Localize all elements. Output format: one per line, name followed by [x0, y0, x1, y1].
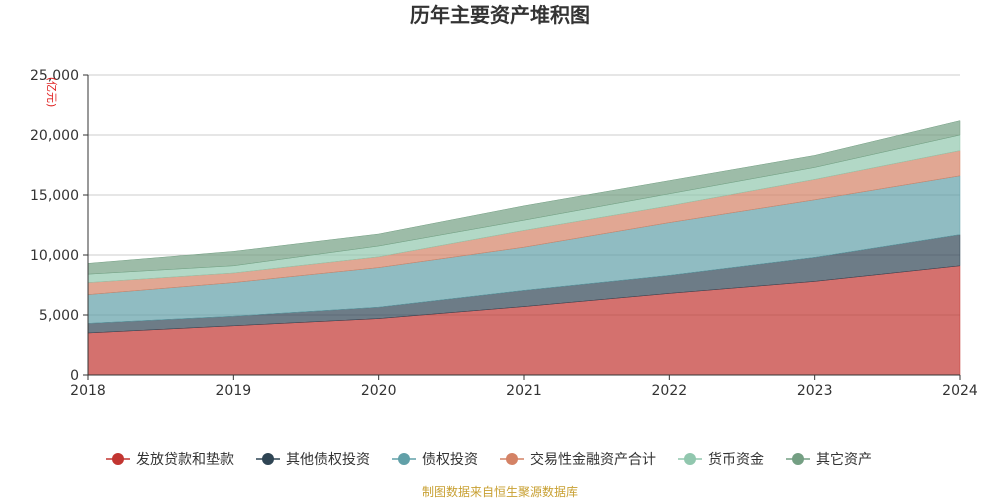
legend-marker-5 — [684, 453, 696, 465]
x-tick-label-1: 2019 — [216, 383, 252, 399]
x-tick-label-5: 2023 — [797, 383, 833, 399]
y-tick-label-3: 15,000 — [30, 188, 79, 204]
legend-marker-4 — [506, 453, 518, 465]
legend-label-2: 其他债权投资 — [286, 452, 370, 468]
legend-label-5: 货币资金 — [708, 451, 764, 468]
chart-title: 历年主要资产堆积图 — [410, 3, 590, 27]
y-tick-label-5: 25,000 — [30, 68, 79, 84]
source-footer: 制图数据来自恒生聚源数据库 — [422, 484, 578, 499]
x-tick-label-2: 2020 — [361, 383, 397, 399]
axes: 0 5,000 10,000 15,000 20,000 25,000 2018 2019 20… — [30, 68, 978, 399]
x-tick-label-0: 2018 — [70, 383, 106, 399]
legend-item-1[interactable]: 发放贷款和垫款 — [106, 452, 234, 468]
unit-label-group: (亿元) — [45, 77, 58, 108]
legend-label-4: 交易性金融资产合计 — [530, 451, 656, 468]
y-tick-label-2: 10,000 — [30, 248, 79, 264]
y-tick-label-4: 20,000 — [30, 128, 79, 144]
y-unit-label: (亿元) — [45, 77, 58, 108]
legend-marker-2 — [262, 453, 274, 465]
x-tick-label-3: 2021 — [506, 383, 542, 399]
legend-marker-3 — [398, 453, 410, 465]
y-tick-label-1: 5,000 — [39, 308, 79, 324]
legend-item-5[interactable]: 货币资金 — [678, 451, 764, 468]
x-tick-label-4: 2022 — [652, 383, 688, 399]
legend-label-3: 债权投资 — [422, 452, 478, 468]
legend-item-6[interactable]: 其它资产 — [786, 451, 872, 468]
x-tick-label-6: 2024 — [942, 383, 978, 399]
legend[interactable]: 发放贷款和垫款 其他债权投资 债权投资 交易性金融资产合计 货币资金 其它资产 — [106, 451, 872, 468]
legend-item-4[interactable]: 交易性金融资产合计 — [500, 451, 656, 468]
y-tick-label-0: 0 — [70, 368, 79, 384]
area-series — [87, 120, 961, 376]
legend-label-1: 发放贷款和垫款 — [136, 452, 234, 468]
area-series-6 — [87, 120, 961, 275]
legend-label-6: 其它资产 — [816, 451, 872, 468]
legend-item-2[interactable]: 其他债权投资 — [256, 452, 370, 468]
legend-marker-1 — [112, 453, 124, 465]
legend-item-3[interactable]: 债权投资 — [392, 452, 478, 468]
legend-marker-6 — [792, 453, 804, 465]
